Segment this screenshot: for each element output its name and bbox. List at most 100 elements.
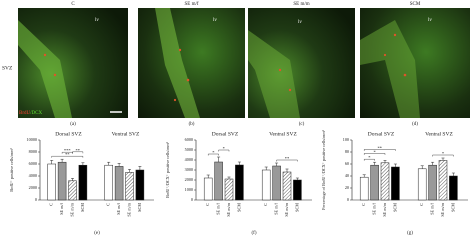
error-bar <box>227 176 231 179</box>
group-label: Ventral SVZ <box>112 131 140 137</box>
error-bar <box>128 169 131 173</box>
bar <box>428 164 437 201</box>
bar <box>114 166 124 201</box>
y-tick-label: 0 <box>347 197 349 202</box>
lv-label: lv <box>213 18 217 23</box>
bar <box>78 164 88 201</box>
brdu-cells <box>43 33 407 102</box>
y-tick-label: 4000 <box>185 157 193 162</box>
bar <box>370 164 379 201</box>
error-bar <box>420 165 424 169</box>
bar <box>449 175 458 201</box>
y-tick-label: 10000 <box>27 137 37 142</box>
y-tick-label: 80 <box>345 149 349 154</box>
significance-label: * <box>442 151 445 156</box>
y-tick-label: 0 <box>35 197 37 202</box>
y-tick-label: 4000 <box>29 173 37 178</box>
error-bar <box>117 163 121 167</box>
row-label: SVZ <box>2 65 13 71</box>
error-bar <box>383 160 387 163</box>
x-tick-label: SE m/f <box>274 202 279 214</box>
error-bar <box>264 166 268 170</box>
significance-label: * <box>212 150 215 155</box>
x-tick-label: SCM <box>137 203 142 212</box>
error-bar <box>285 168 289 172</box>
x-tick-label: C <box>361 203 366 206</box>
significance-label: * <box>373 149 376 154</box>
panel-letter: (a) <box>70 122 76 127</box>
bar <box>293 179 302 201</box>
y-tick-label: 6000 <box>185 137 193 142</box>
panel-letter: (g) <box>407 231 413 236</box>
x-tick-label: SE m/m <box>284 202 289 216</box>
x-tick-label: C <box>205 203 210 206</box>
stain-brdu: BrdU <box>19 111 31 116</box>
significance-bracket <box>51 156 84 158</box>
bar <box>359 176 369 201</box>
error-bar <box>373 161 377 166</box>
column-label: SE m/f <box>184 2 198 7</box>
column-label: C <box>71 2 75 7</box>
x-tick-label: C <box>49 203 54 206</box>
error-bar <box>451 172 455 176</box>
x-tick-label: C <box>419 203 424 206</box>
micrographs <box>18 8 470 118</box>
significance-bracket <box>364 159 375 161</box>
error-bar <box>81 162 85 166</box>
bar <box>135 169 145 201</box>
y-axis-title: BrdU⁺ positive cells/mm² <box>9 148 14 192</box>
x-tick-label: SCM <box>80 203 85 212</box>
significance-bracket <box>208 153 219 156</box>
significance-label: *** <box>64 148 72 153</box>
panel-letter: (c) <box>299 122 305 127</box>
x-tick-label: SCM <box>294 203 299 212</box>
y-tick-label: 6000 <box>29 161 37 166</box>
y-tick-label: 8000 <box>29 149 37 154</box>
x-tick-label: C <box>263 203 268 206</box>
svz-band <box>155 8 200 118</box>
x-tick-label: SCM <box>450 203 455 212</box>
x-tick-label: SE m/m <box>226 202 231 216</box>
bar <box>235 164 244 201</box>
x-tick-label: SE m/f <box>372 202 377 214</box>
bar <box>380 162 390 201</box>
bar <box>68 180 77 201</box>
lv-label: lv <box>298 20 302 25</box>
bar <box>47 163 56 201</box>
error-bar <box>275 162 279 166</box>
bar <box>391 166 400 201</box>
x-tick-label: SE m/f <box>430 202 435 214</box>
y-tick-label: 100 <box>343 137 349 142</box>
error-bar <box>441 157 445 161</box>
significance-bracket <box>276 159 298 162</box>
error-bar <box>60 158 64 163</box>
x-tick-label: SE m/f <box>59 202 64 214</box>
lv-label: lv <box>428 18 432 23</box>
error-bar <box>107 161 111 166</box>
bar <box>224 178 234 201</box>
error-bar <box>237 161 241 165</box>
error-bar <box>217 156 221 162</box>
bar <box>272 165 281 201</box>
error-bar <box>206 174 210 178</box>
x-tick-label: SE m/m <box>382 202 387 216</box>
group-label: Ventral SVZ <box>425 131 453 137</box>
bar <box>125 172 134 201</box>
group-label: Dorsal SVZ <box>55 131 82 137</box>
y-tick-label: 3000 <box>185 167 193 172</box>
column-label: SCM <box>410 2 421 7</box>
svz-band <box>18 20 72 118</box>
error-bar <box>393 163 397 167</box>
significance-label: * <box>368 155 371 160</box>
y-tick-label: 0 <box>191 197 193 202</box>
bar <box>104 164 113 201</box>
significance-bracket <box>364 149 396 151</box>
bar <box>203 177 213 201</box>
x-tick-label: SE m/f <box>116 202 121 214</box>
y-axis-title: Percentage of BrdU⁺/DCX⁺ positive cells/… <box>321 129 326 209</box>
bar <box>214 161 223 201</box>
y-tick-label: 1000 <box>185 187 193 192</box>
significance-bracket <box>432 154 454 157</box>
column-label: SE m/m <box>293 2 309 7</box>
